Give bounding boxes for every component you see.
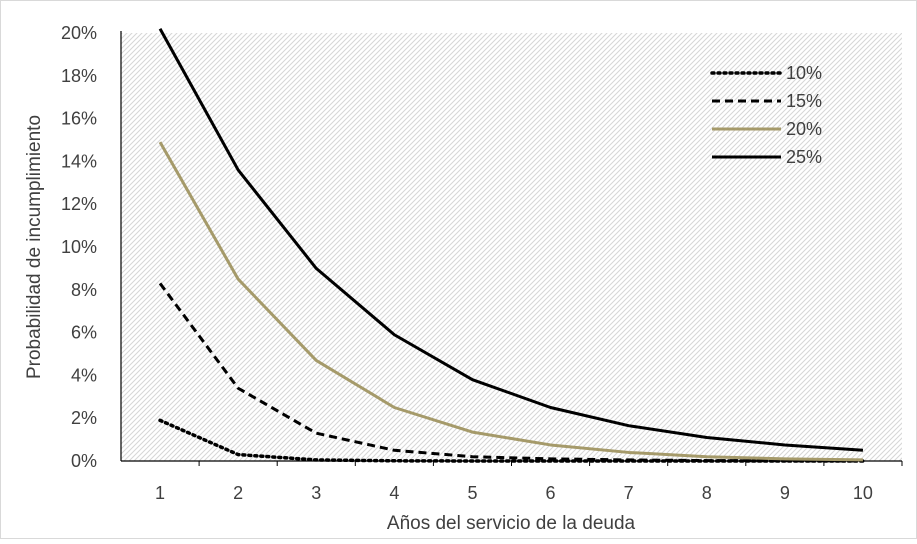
y-tick-label: 12%: [61, 194, 97, 214]
series-line-20pct: [158, 141, 863, 462]
x-axis-title: Años del servicio de la deuda: [387, 513, 636, 534]
legend-label: 20%: [786, 119, 822, 139]
y-tick-label: 2%: [71, 408, 97, 428]
x-tick-label: 9: [780, 483, 790, 503]
y-tick-label: 16%: [61, 109, 97, 129]
x-tick-label: 7: [624, 483, 634, 503]
x-tick-label: 6: [546, 483, 556, 503]
series-line-15pct: [158, 282, 863, 463]
x-tick-label: 4: [389, 483, 399, 503]
series-line-25pct: [158, 27, 864, 452]
x-tick-label: 1: [155, 483, 165, 503]
y-tick-label: 0%: [71, 451, 97, 471]
y-axis-title: Probabilidad de incumplimiento: [24, 115, 45, 379]
legend-label: 15%: [786, 91, 822, 111]
y-tick-label: 14%: [61, 151, 97, 171]
x-tick-label: 10: [853, 483, 873, 503]
y-tick-label: 8%: [71, 280, 97, 300]
y-tick-label: 6%: [71, 323, 97, 343]
legend-label: 10%: [786, 63, 822, 83]
y-tick-label: 10%: [61, 237, 97, 257]
x-tick-label: 3: [311, 483, 321, 503]
y-tick-label: 18%: [61, 66, 97, 86]
y-tick-label: 4%: [71, 365, 97, 385]
x-tick-label: 2: [233, 483, 243, 503]
plot-area: [121, 33, 902, 461]
legend-label: 25%: [786, 147, 822, 167]
x-tick-label: 8: [702, 483, 712, 503]
x-tick-label: 5: [467, 483, 477, 503]
y-tick-label: 20%: [61, 23, 97, 43]
